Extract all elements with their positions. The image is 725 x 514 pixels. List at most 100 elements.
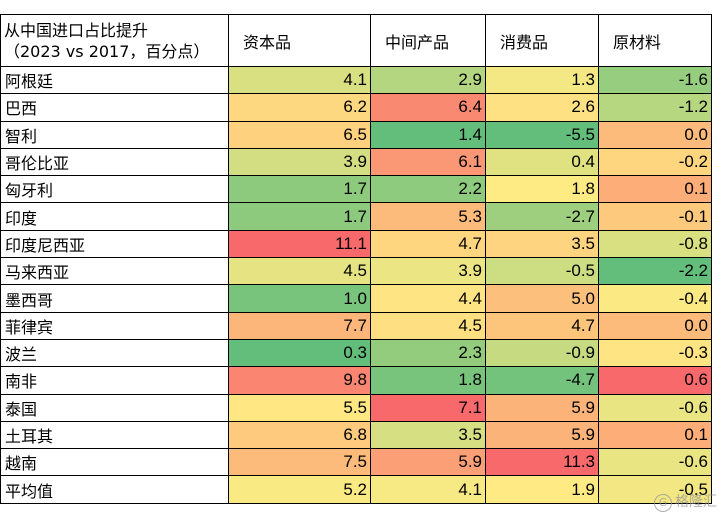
- heatmap-cell: -5.5: [485, 120, 599, 149]
- heatmap-cell: 11.1: [228, 229, 371, 259]
- heatmap-cell: 1.8: [370, 366, 486, 395]
- heatmap-cell: 5.3: [370, 202, 486, 231]
- heatmap-cell: -0.4: [598, 284, 712, 313]
- table-title-line1: 从中国进口占比提升: [4, 20, 149, 40]
- row-label: 南非: [0, 366, 229, 395]
- heatmap-cell: 0.3: [228, 338, 371, 368]
- heatmap-cell: 3.9: [370, 257, 486, 286]
- table-row: 越南 7.5 5.9 11.3 -0.6: [0, 448, 712, 477]
- heatmap-cell: 6.4: [370, 93, 486, 122]
- heatmap-cell: 4.5: [370, 311, 486, 340]
- table-row: 泰国 5.5 7.1 5.9 -0.6: [0, 393, 712, 422]
- row-label: 墨西哥: [0, 284, 229, 313]
- heatmap-cell: -0.5: [485, 257, 599, 286]
- heatmap-cell: 1.3: [485, 65, 599, 95]
- heatmap-cell: 9.8: [228, 366, 371, 395]
- heatmap-cell: 0.6: [598, 366, 712, 395]
- column-header-consumer-goods: 消费品: [485, 14, 599, 67]
- heatmap-cell: 1.9: [485, 475, 599, 504]
- table-row: 智利 6.5 1.4 -5.5 0.0: [0, 120, 712, 149]
- heatmap-cell: 5.9: [485, 393, 599, 422]
- row-label: 印度尼西亚: [0, 229, 229, 259]
- table-row: 马来西亚 4.5 3.9 -0.5 -2.2: [0, 257, 712, 286]
- heatmap-cell: 3.5: [485, 229, 599, 259]
- watermark-logo-icon: G: [654, 494, 672, 512]
- heatmap-cell: -0.6: [598, 393, 712, 422]
- table-row: 波兰 0.3 2.3 -0.9 -0.3: [0, 338, 712, 368]
- row-label: 越南: [0, 448, 229, 477]
- heatmap-cell: 5.9: [485, 420, 599, 450]
- heatmap-cell: 2.6: [485, 93, 599, 122]
- row-label: 哥伦比亚: [0, 147, 229, 177]
- row-label: 阿根廷: [0, 65, 229, 95]
- row-label: 菲律宾: [0, 311, 229, 340]
- heatmap-cell: -1.6: [598, 65, 712, 95]
- table-row: 阿根廷 4.1 2.9 1.3 -1.6: [0, 65, 712, 95]
- row-label: 平均值: [0, 475, 229, 504]
- row-label: 印度: [0, 202, 229, 231]
- heatmap-cell: -2.7: [485, 202, 599, 231]
- row-label: 匈牙利: [0, 175, 229, 204]
- heatmap-cell: 2.2: [370, 175, 486, 204]
- table-body: 阿根廷 4.1 2.9 1.3 -1.6 巴西 6.2 6.4 2.6 -1.2 智利 6.5 1.4-…: [0, 65, 712, 504]
- heatmap-cell: 5.0: [485, 284, 599, 313]
- heatmap-cell: -0.3: [598, 338, 712, 368]
- table-row: 哥伦比亚 3.9 6.1 0.4 -0.2: [0, 147, 712, 177]
- heatmap-cell: -0.2: [598, 147, 712, 177]
- heatmap-cell: 4.4: [370, 284, 486, 313]
- heatmap-cell: 4.1: [370, 475, 486, 504]
- heatmap-cell: 1.7: [228, 175, 371, 204]
- row-label: 波兰: [0, 338, 229, 368]
- heatmap-cell: 5.2: [228, 475, 371, 504]
- heatmap-cell: 2.3: [370, 338, 486, 368]
- table-row: 匈牙利 1.7 2.2 1.8 0.1: [0, 175, 712, 204]
- heatmap-cell: 0.0: [598, 311, 712, 340]
- row-label: 智利: [0, 120, 229, 149]
- table-title-line2: （2023 vs 2017，百分点）: [4, 41, 210, 61]
- watermark: G 格隆汇: [654, 491, 717, 512]
- heatmap-cell: -4.7: [485, 366, 599, 395]
- table-row: 印度尼西亚 11.1 4.7 3.5 -0.8: [0, 229, 712, 259]
- heatmap-cell: 6.5: [228, 120, 371, 149]
- heatmap-cell: -0.9: [485, 338, 599, 368]
- column-header-intermediate-goods: 中间产品: [370, 14, 486, 67]
- heatmap-cell: 0.1: [598, 175, 712, 204]
- table-title: 从中国进口占比提升 （2023 vs 2017，百分点）: [0, 14, 229, 67]
- heatmap-cell: 0.1: [598, 420, 712, 450]
- table-row: 菲律宾 7.7 4.5 4.7 0.0: [0, 311, 712, 340]
- heatmap-cell: 11.3: [485, 448, 599, 477]
- heatmap-cell: -0.8: [598, 229, 712, 259]
- heatmap-cell: 6.2: [228, 93, 371, 122]
- row-label: 泰国: [0, 393, 229, 422]
- heatmap-cell: 2.9: [370, 65, 486, 95]
- heatmap-cell: -0.1: [598, 202, 712, 231]
- table-row: 印度 1.7 5.3 -2.7 -0.1: [0, 202, 712, 231]
- column-header-raw-materials: 原材料: [598, 14, 712, 67]
- heatmap-cell: 1.8: [485, 175, 599, 204]
- heatmap-cell: 5.5: [228, 393, 371, 422]
- table-row: 平均值 5.2 4.1 1.9 -0.5: [0, 475, 712, 504]
- heatmap-cell: 1.0: [228, 284, 371, 313]
- heatmap-cell: 4.1: [228, 65, 371, 95]
- heatmap-cell: 1.4: [370, 120, 486, 149]
- heatmap-cell: 4.7: [370, 229, 486, 259]
- table-row: 巴西 6.2 6.4 2.6 -1.2: [0, 93, 712, 122]
- heatmap-cell: 7.7: [228, 311, 371, 340]
- heatmap-cell: 4.7: [485, 311, 599, 340]
- heatmap-cell: -0.6: [598, 448, 712, 477]
- heatmap-cell: 4.5: [228, 257, 371, 286]
- row-label: 马来西亚: [0, 257, 229, 286]
- heatmap-cell: 6.1: [370, 147, 486, 177]
- heatmap-cell: -1.2: [598, 93, 712, 122]
- row-label: 土耳其: [0, 420, 229, 450]
- heatmap-cell: -2.2: [598, 257, 712, 286]
- column-header-capital-goods: 资本品: [228, 14, 371, 67]
- heatmap-cell: 6.8: [228, 420, 371, 450]
- heatmap-cell: 0.4: [485, 147, 599, 177]
- heatmap-cell: 7.5: [228, 448, 371, 477]
- heatmap-cell: 1.7: [228, 202, 371, 231]
- table-row: 墨西哥 1.0 4.4 5.0 -0.4: [0, 284, 712, 313]
- heatmap-cell: 7.1: [370, 393, 486, 422]
- row-label: 巴西: [0, 93, 229, 122]
- heatmap-cell: 3.5: [370, 420, 486, 450]
